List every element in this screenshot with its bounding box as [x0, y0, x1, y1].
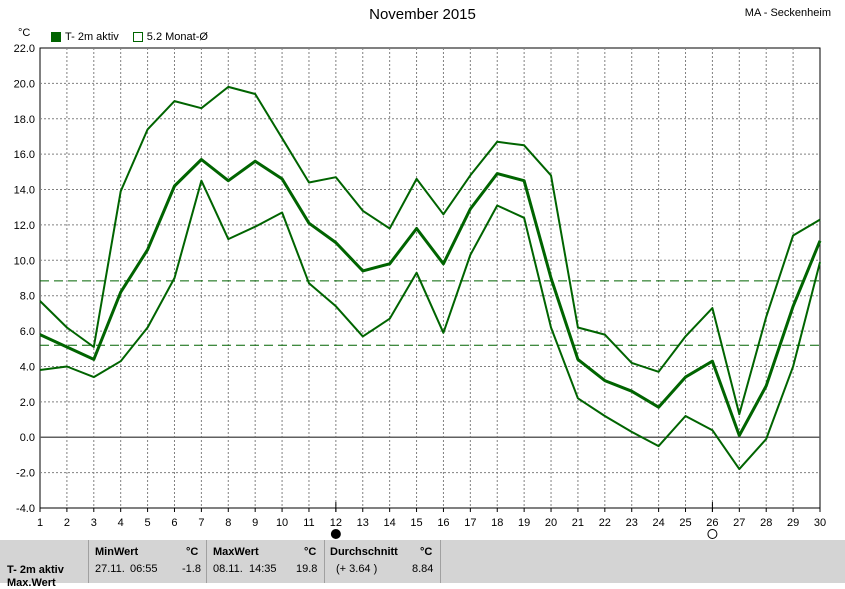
- max-value: 19.8: [296, 563, 318, 575]
- x-tick-label: 28: [760, 517, 772, 529]
- x-tick-label: 24: [652, 517, 664, 529]
- x-tick-label: 23: [626, 517, 638, 529]
- x-tick-label: 6: [171, 517, 177, 529]
- station-name: MA - Seckenheim: [744, 7, 831, 19]
- x-tick-label: 26: [706, 517, 718, 529]
- avg-delta: (+ 3.64 ): [336, 563, 378, 575]
- series-line-mean: [39, 158, 822, 437]
- new-moon-icon: [707, 529, 718, 539]
- y-tick-label: -4.0: [16, 503, 35, 515]
- min-unit: °C: [186, 546, 199, 558]
- stats-series-label: T- 2m aktiv: [7, 564, 64, 576]
- x-tick-label: 30: [814, 517, 826, 529]
- legend-label-current: T- 2m aktiv: [65, 31, 119, 43]
- x-tick-label: 1: [37, 517, 43, 529]
- max-date: 08.11.: [213, 563, 243, 575]
- y-tick-label: 4.0: [20, 361, 35, 373]
- x-tick-label: 12: [330, 517, 342, 529]
- min-value: -1.8: [182, 563, 201, 575]
- stats-divider: [206, 540, 207, 583]
- y-tick-label: 8.0: [20, 291, 35, 303]
- y-tick-label: 20.0: [14, 78, 35, 90]
- stats-divider: [324, 540, 325, 583]
- x-tick-label: 22: [599, 517, 611, 529]
- x-tick-label: 18: [491, 517, 503, 529]
- stats-divider: [440, 540, 441, 583]
- y-tick-label: 0.0: [20, 432, 35, 444]
- min-header: MinWert: [95, 546, 139, 558]
- max-unit: °C: [304, 546, 317, 558]
- min-date: 27.11.: [95, 563, 125, 575]
- legend: T- 2m aktiv 5.2 Monat-Ø: [51, 31, 208, 43]
- y-tick-label: 2.0: [20, 397, 35, 409]
- y-tick-label: -2.0: [16, 468, 35, 480]
- y-tick-label: 16.0: [14, 149, 35, 161]
- y-tick-label: 18.0: [14, 114, 35, 126]
- x-tick-label: 8: [225, 517, 231, 529]
- x-tick-label: 10: [276, 517, 288, 529]
- x-tick-label: 2: [64, 517, 70, 529]
- series-line-min: [39, 179, 821, 471]
- x-tick-label: 15: [410, 517, 422, 529]
- series-line-max: [39, 85, 821, 416]
- y-tick-label: 14.0: [14, 185, 35, 197]
- x-tick-label: 20: [545, 517, 557, 529]
- avg-value: 8.84: [412, 563, 434, 575]
- x-tick-label: 16: [437, 517, 449, 529]
- min-time: 06:55: [130, 563, 158, 575]
- x-tick-label: 9: [252, 517, 258, 529]
- x-tick-label: 4: [118, 517, 124, 529]
- legend-label-average: 5.2 Monat-Ø: [146, 31, 208, 43]
- legend-swatch-open: [132, 32, 143, 42]
- avg-unit: °C: [420, 546, 433, 558]
- legend-swatch-filled: [51, 32, 61, 42]
- y-tick-label: 22.0: [14, 43, 35, 55]
- x-tick-label: 29: [787, 517, 799, 529]
- legend-item-average: 5.2 Monat-Ø: [132, 31, 208, 43]
- x-tick-label: 25: [679, 517, 691, 529]
- x-tick-label: 17: [464, 517, 476, 529]
- avg-header: Durchschnitt: [330, 546, 398, 558]
- y-tick-label: 6.0: [20, 326, 35, 338]
- x-tick-label: 13: [357, 517, 369, 529]
- x-tick-label: 14: [384, 517, 396, 529]
- max-time: 14:35: [249, 563, 277, 575]
- y-axis-unit: °C: [18, 27, 31, 39]
- x-tick-label: 27: [733, 517, 745, 529]
- plot-area: [39, 47, 821, 509]
- stats-divider: [88, 540, 89, 583]
- y-tick-label: 10.0: [14, 255, 35, 267]
- x-tick-label: 3: [91, 517, 97, 529]
- stats-series-label-2: Max.Wert: [7, 577, 56, 589]
- statistics-panel: T- 2m aktiv Max.Wert MinWert °C 27.11. 0…: [0, 540, 845, 589]
- x-tick-label: 21: [572, 517, 584, 529]
- y-tick-label: 12.0: [14, 220, 35, 232]
- x-tick-label: 19: [518, 517, 530, 529]
- legend-item-current: T- 2m aktiv: [51, 31, 119, 43]
- max-header: MaxWert: [213, 546, 259, 558]
- full-moon-icon: [330, 529, 341, 539]
- x-tick-label: 11: [303, 517, 314, 529]
- chart-title: November 2015: [369, 6, 476, 23]
- temperature-chart: -4.0 -2.0 0.0 2.0 4.0 6.0 8.0 10.0 12.0 14.0 16.0 1…: [14, 43, 826, 539]
- x-tick-label: 5: [145, 517, 151, 529]
- x-tick-label: 7: [198, 517, 204, 529]
